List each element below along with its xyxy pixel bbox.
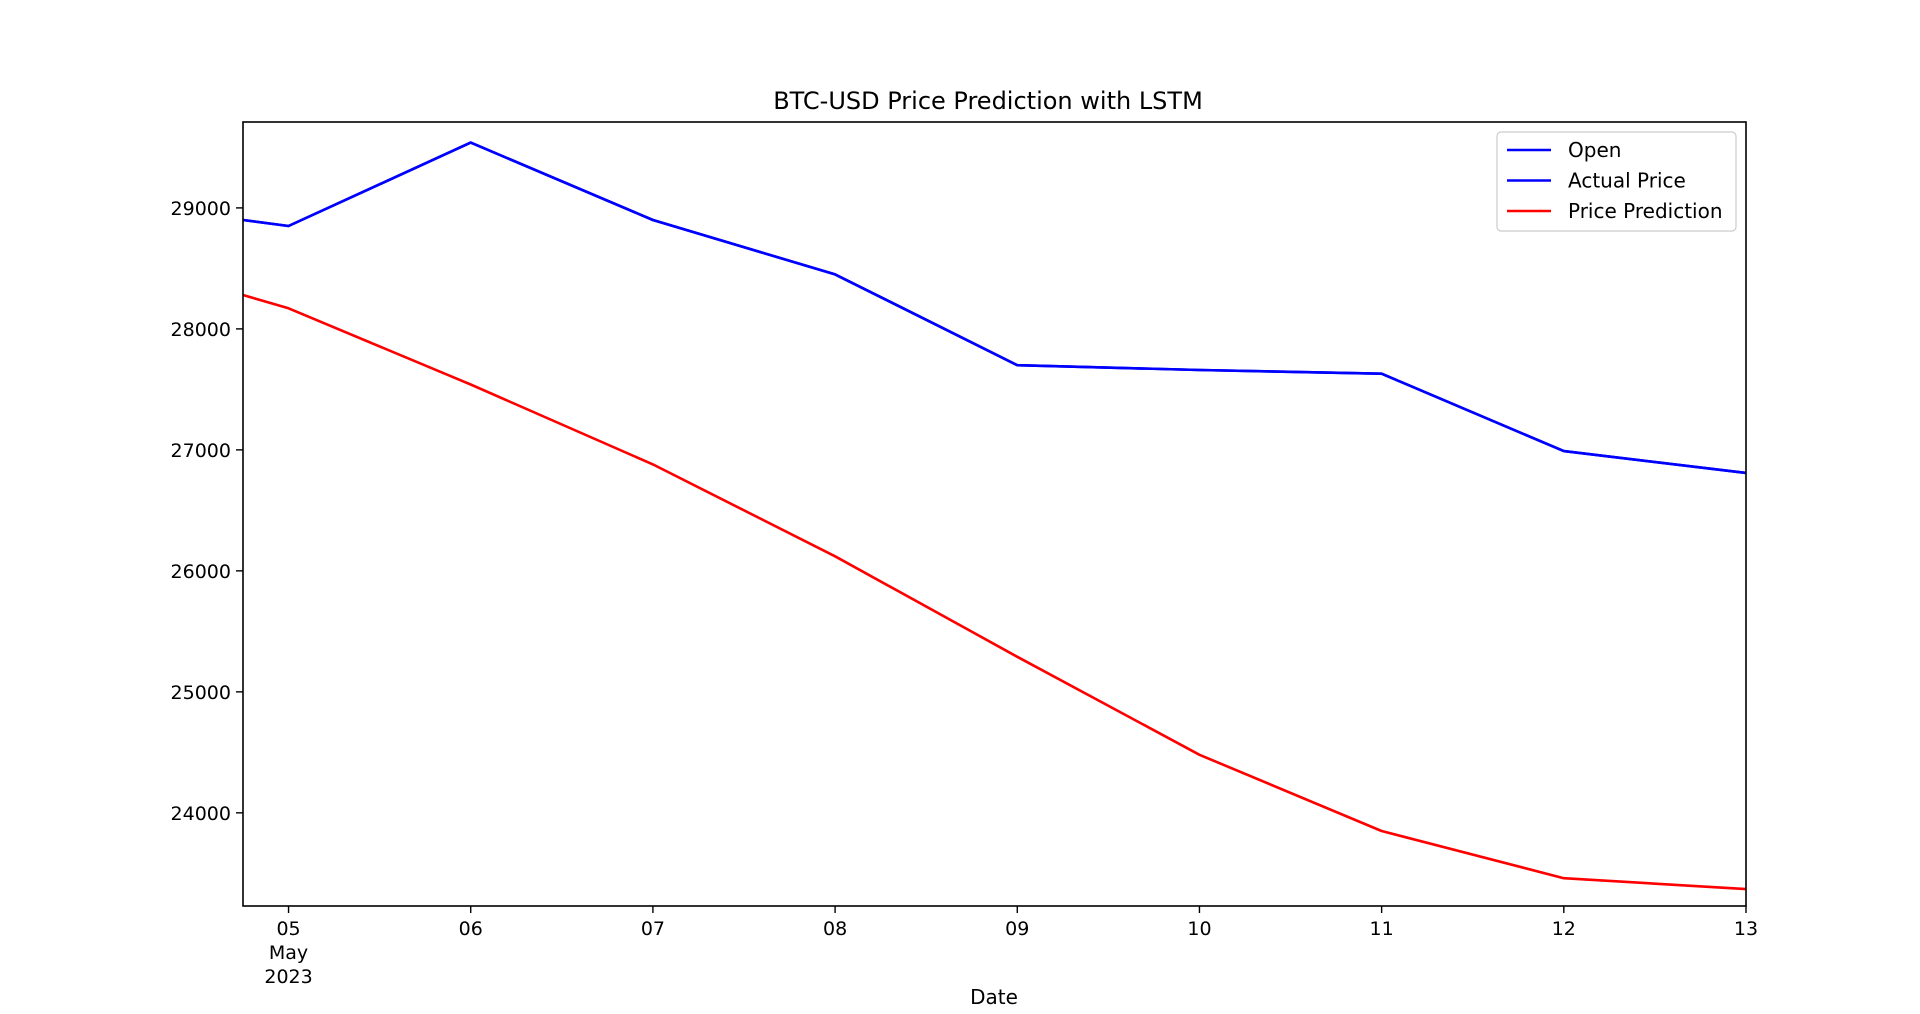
plot-frame (242, 121, 1747, 907)
x-tick-label: 2023 (264, 966, 312, 988)
x-tick-label: 13 (1734, 918, 1758, 940)
series-line-price-prediction (242, 293, 1747, 891)
y-axis: 24000 25000 26000 27000 28000 29000 (171, 198, 243, 825)
x-tick-label: May (269, 942, 308, 964)
legend-label: Open (1568, 138, 1621, 162)
x-tick-label: 12 (1552, 918, 1576, 940)
legend: Open Actual Price Price Prediction (1496, 131, 1737, 232)
x-tick-label: 11 (1370, 918, 1394, 940)
x-tick-label: 10 (1187, 918, 1211, 940)
x-tick-label: 08 (823, 918, 847, 940)
series-line-actual-price (242, 141, 1747, 475)
legend-frame (1496, 131, 1737, 232)
x-axis-label: Date (970, 985, 1018, 1009)
x-tick-label: 06 (459, 918, 483, 940)
y-tick-label: 28000 (171, 319, 231, 341)
x-tick-label: 05 (276, 918, 300, 940)
legend-label: Actual Price (1568, 169, 1686, 193)
x-tick-label: 07 (641, 918, 665, 940)
chart-title: BTC-USD Price Prediction with LSTM (773, 87, 1203, 115)
y-tick-label: 26000 (171, 561, 231, 583)
series-layer (242, 141, 1747, 891)
y-tick-label: 27000 (171, 440, 231, 462)
y-tick-label: 29000 (171, 198, 231, 220)
y-tick-label: 25000 (171, 682, 231, 704)
x-tick-label: 09 (1005, 918, 1029, 940)
y-tick-label: 24000 (171, 803, 231, 825)
legend-label: Price Prediction (1568, 199, 1723, 223)
